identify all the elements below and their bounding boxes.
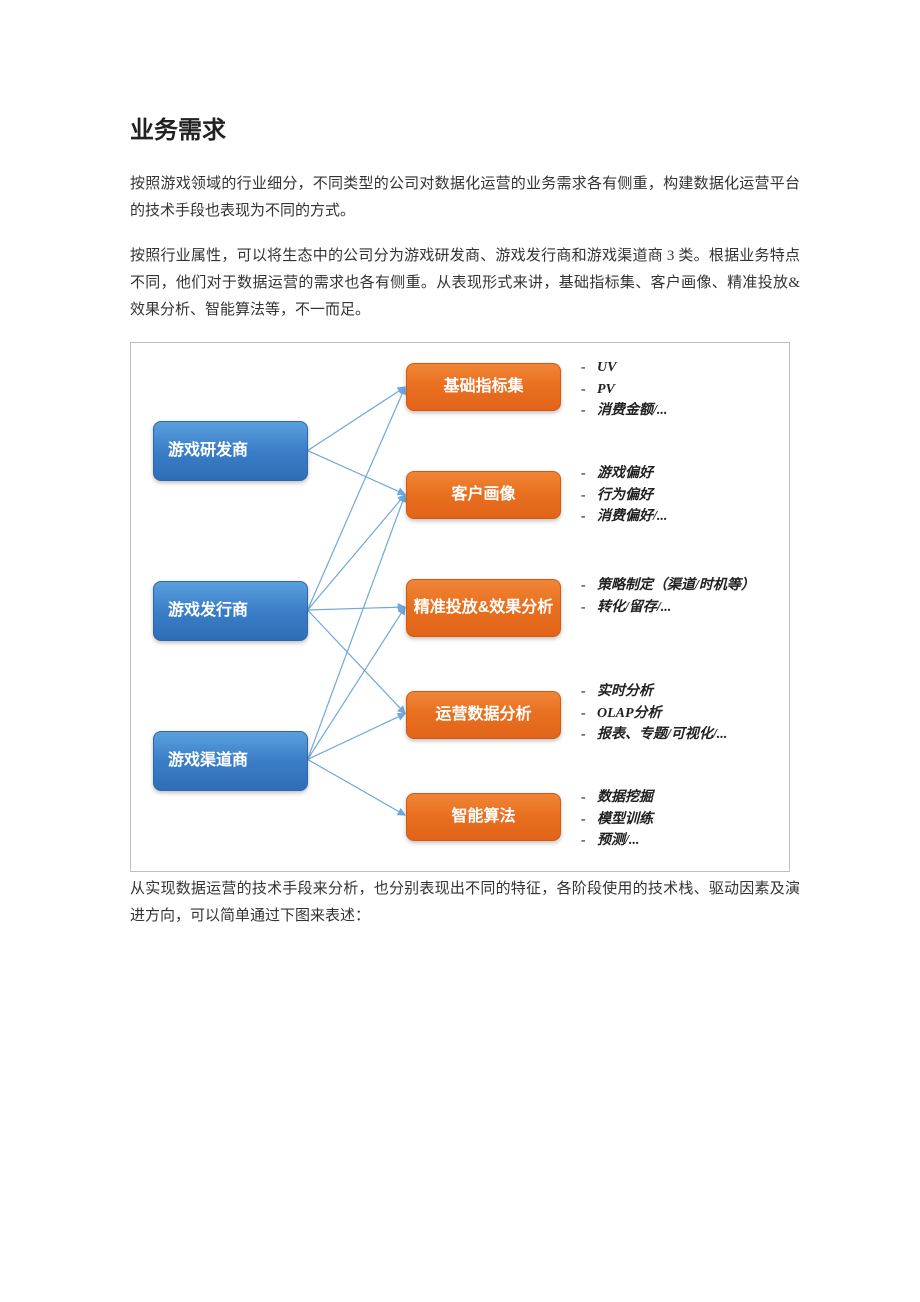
desc-item: -报表、专题/可视化/... [581, 724, 727, 746]
desc-item: -PV [581, 379, 667, 401]
desc-item: -数据挖掘 [581, 787, 653, 809]
paragraph-3: 从实现数据运营的技术手段来分析，也分别表现出不同的特征，各阶段使用的技术栈、驱动… [130, 876, 800, 930]
desc-item: -消费偏好/... [581, 506, 667, 528]
node-metrics: 基础指标集 [406, 363, 561, 411]
paragraph-1: 按照游戏领域的行业细分，不同类型的公司对数据化运营的业务需求各有侧重，构建数据化… [130, 171, 800, 225]
node-publish: 游戏发行商 [153, 581, 308, 641]
desc-profile: -游戏偏好-行为偏好-消费偏好/... [581, 463, 667, 528]
edge-publish-delivery [308, 607, 406, 610]
edge-channel-profile [308, 494, 406, 759]
node-delivery: 精准投放&效果分析 [406, 579, 561, 637]
business-flow-diagram: 游戏研发商游戏发行商游戏渠道商 基础指标集客户画像精准投放&效果分析运营数据分析智… [130, 342, 790, 872]
page-title: 业务需求 [130, 110, 800, 145]
edge-publish-profile [308, 494, 406, 610]
node-dev: 游戏研发商 [153, 421, 308, 481]
node-profile: 客户画像 [406, 471, 561, 519]
desc-item: -策略制定（渠道/时机等） [581, 575, 755, 597]
edge-publish-metrics [308, 387, 406, 610]
desc-item: -模型训练 [581, 809, 653, 831]
edge-dev-profile [308, 451, 406, 495]
node-ops: 运营数据分析 [406, 691, 561, 739]
edge-dev-metrics [308, 387, 406, 451]
desc-item: -消费金额/... [581, 400, 667, 422]
node-channel: 游戏渠道商 [153, 731, 308, 791]
desc-item: -转化/留存/... [581, 597, 755, 619]
edge-channel-algo [308, 759, 406, 815]
desc-delivery: -策略制定（渠道/时机等）-转化/留存/... [581, 575, 755, 618]
desc-item: -游戏偏好 [581, 463, 667, 485]
node-algo: 智能算法 [406, 793, 561, 841]
desc-item: -UV [581, 357, 667, 379]
desc-item: -OLAP分析 [581, 703, 727, 725]
desc-ops: -实时分析-OLAP分析-报表、专题/可视化/... [581, 681, 727, 746]
desc-item: -预测/... [581, 830, 653, 852]
paragraph-2: 按照行业属性，可以将生态中的公司分为游戏研发商、游戏发行商和游戏渠道商 3 类。… [130, 243, 800, 324]
desc-item: -实时分析 [581, 681, 727, 703]
desc-item: -行为偏好 [581, 485, 667, 507]
document-page: 业务需求 按照游戏领域的行业细分，不同类型的公司对数据化运营的业务需求各有侧重，… [0, 0, 920, 988]
desc-metrics: -UV-PV-消费金额/... [581, 357, 667, 422]
desc-algo: -数据挖掘-模型训练-预测/... [581, 787, 653, 852]
